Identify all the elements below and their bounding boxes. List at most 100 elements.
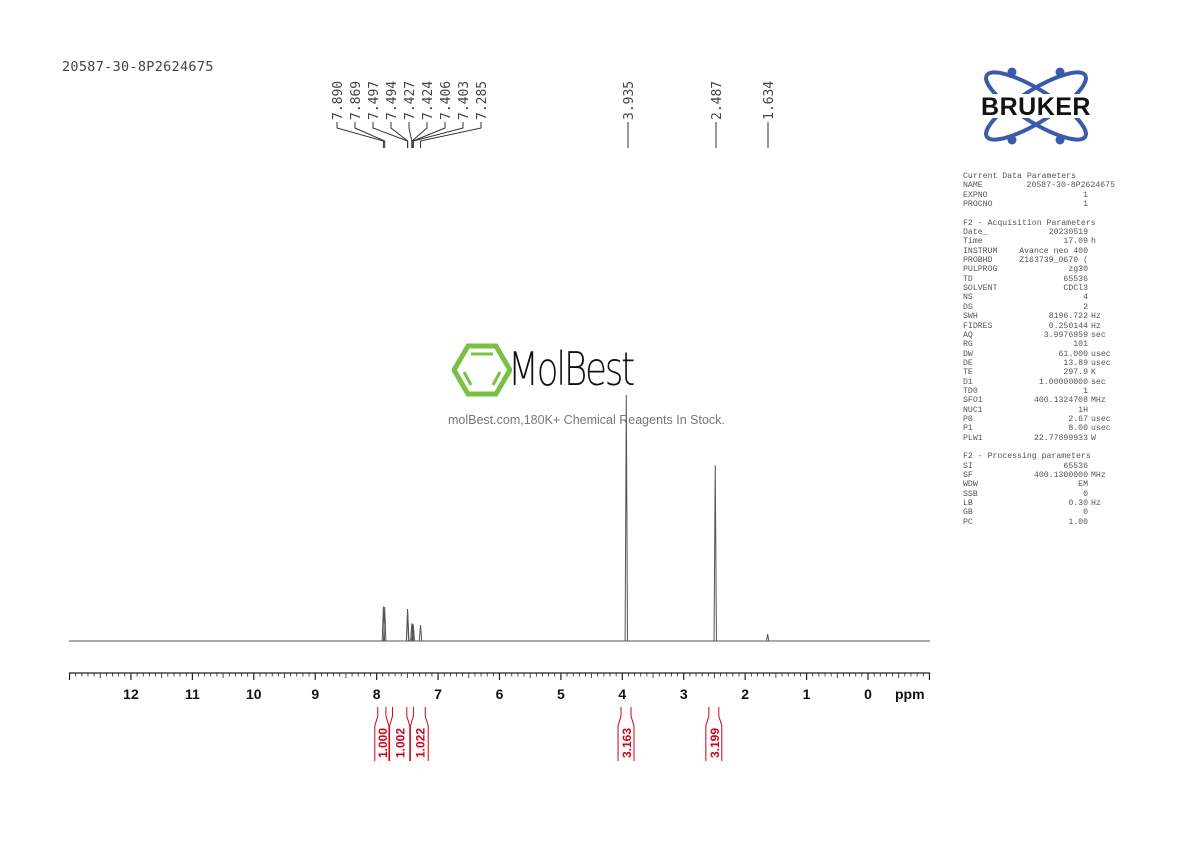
parameter-unit: Hz [1091,321,1101,331]
parameter-value: 65536 [1063,274,1088,284]
peak-label-leader [408,122,413,148]
parameter-row: Time 17.09 h [963,237,1115,246]
parameter-row: P1 8.00 usec [963,424,1115,433]
parameter-row: D1 1.00000000 sec [963,378,1115,387]
parameter-name: PC [963,517,973,527]
integral-value: 3.163 [620,728,634,758]
axis-tick-label: 4 [618,686,626,702]
integral-bracket-left [705,707,710,761]
parameter-value: 0.250144 [1048,321,1088,331]
peak-label: 7.403 [457,81,472,120]
integral-bracket-right [630,707,635,761]
parameter-value: 3.9976959 [1043,330,1088,340]
peak-label: 7.869 [349,81,364,120]
parameter-name: LB [963,499,973,509]
parameter-unit: h [1091,237,1096,247]
axis-tick-label: 9 [311,686,319,702]
integral-bracket-left [617,707,622,761]
parameter-value: 1 [1083,200,1088,210]
parameter-name: P0 [963,414,973,424]
parameter-name: SWH [963,312,978,322]
parameter-row: EXPNO 1 [963,191,1115,200]
parameter-row: LB 0.30 Hz [963,499,1115,508]
spectrum-peak [406,611,410,642]
parameter-row: GB 0 [963,508,1115,517]
integrals: 1.000 1.002 1.022 3.163 3.199 [374,707,723,761]
parameter-name: SI [963,461,973,471]
parameter-name: PROCNO [963,200,993,210]
peak-label: 7.427 [403,81,418,120]
parameter-value: 400.1324708 [1033,396,1088,406]
spectrum-peak [411,624,416,642]
peak-label: 1.634 [762,81,777,120]
ppm-axis: ppm 12 11 10 9 8 7 6 5 4 3 2 1 0 [68,672,931,702]
integral-value: 1.022 [413,728,427,758]
parameter-name: AQ [963,330,973,340]
parameter-unit: K [1091,368,1096,378]
parameter-row: DS 2 [963,303,1115,312]
parameter-name: INSTRUM [963,246,998,256]
logo-dot [1007,67,1017,77]
parameter-unit: Hz [1091,499,1101,509]
parameter-value: 1H [1078,405,1088,415]
parameter-value: 0 [1083,489,1088,499]
parameter-unit: usec [1091,424,1111,434]
parameter-row: PC 1.00 [963,518,1115,527]
parameter-unit: usec [1091,349,1111,359]
bruker-logo: BRUKER [958,67,1114,145]
parameter-row: P0 2.67 usec [963,415,1115,424]
watermark-brand: MolBest [508,342,635,396]
parameter-row: INSTRUM Avance neo 400 [963,247,1115,256]
axis-tick-label: 6 [496,686,504,702]
parameter-name: DW [963,349,973,359]
peak-label: 7.424 [421,81,436,120]
integral-bracket-left [374,707,379,761]
logo-text: BRUKER [981,93,1091,121]
parameter-value: 2 [1083,302,1088,312]
axis-tick-label: 12 [123,686,139,702]
parameter-value: 22.77899933 [1033,433,1088,443]
axis-tick-label: 2 [741,686,749,702]
parameter-name: Date_ [963,228,988,238]
hexagon-logo-icon [452,343,512,397]
parameter-value: 0.30 [1068,499,1088,509]
peak-label: 7.890 [331,81,346,120]
axis-tick-label: 0 [864,686,872,702]
logo-dot [1055,67,1065,77]
parameter-value: Avance neo 400 [1019,246,1088,256]
spectrum-peak [713,465,717,642]
parameter-name: PLW1 [963,433,983,443]
parameter-value: 1.00000000 [1038,377,1088,387]
peak-label-leader [412,122,464,148]
parameter-name: NUC1 [963,405,983,415]
parameter-unit: sec [1091,377,1106,387]
integral-value: 1.000 [376,728,390,758]
peak-label-leader [354,122,386,148]
parameter-value: 400.1300000 [1033,471,1088,480]
parameter-value: EM [1078,480,1088,490]
parameter-row: PULPROG zg30 [963,265,1115,274]
parameter-row: SFO1 400.1324708 MHz [963,396,1115,405]
parameter-name: FIDRES [963,321,993,331]
axis-tick-label: 1 [803,686,811,702]
parameter-row: PLW1 22.77899933 W [963,434,1115,443]
parameter-unit: usec [1091,414,1111,424]
peak-labels: 7.890 7.869 7.497 7.494 7.427 7.424 7.406 7.403… [331,81,777,148]
sample-title: 20587-30-8P2624675 [62,59,214,75]
logo-orbit-2 [984,70,1088,142]
parameter-row: PROBHD Z163739_0670 ( [963,256,1115,265]
parameter-name: PULPROG [963,265,998,275]
peak-label: 7.406 [439,81,454,120]
logo-orbit-1 [984,70,1088,142]
parameter-value: 8196.722 [1048,312,1088,322]
parameter-row: NS 4 [963,293,1115,302]
axis-tick-label: 10 [246,686,262,702]
parameter-name: RG [963,340,973,350]
parameter-unit: MHz [1091,396,1106,406]
integral-bracket-right [406,707,411,761]
parameter-unit: MHz [1091,471,1106,480]
parameter-value: 20230519 [1048,228,1088,238]
parameter-row: PROCNO 1 [963,200,1115,209]
parameter-group-title: F2 - Acquisition Parameters [963,218,1096,228]
parameter-name: D1 [963,377,973,387]
